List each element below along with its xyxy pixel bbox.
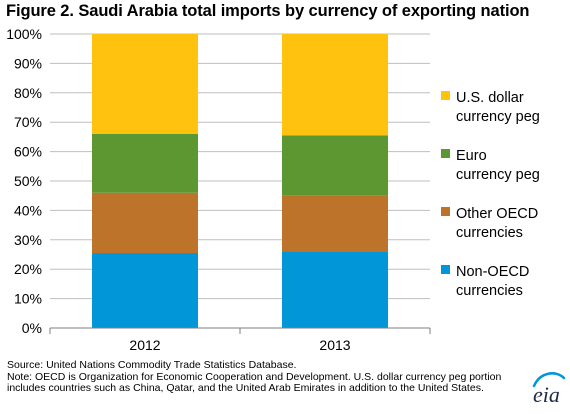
- legend-swatch: [441, 207, 450, 216]
- bars: [92, 34, 388, 328]
- legend-label: Non-OECD: [456, 264, 529, 280]
- x-tick-label: 2012: [129, 337, 160, 353]
- legend-label: Other OECD: [456, 206, 538, 222]
- legend-swatch: [441, 149, 450, 158]
- y-tick-label: 90%: [14, 55, 42, 71]
- bar-2013-series-3: [282, 34, 388, 136]
- y-tick-label: 100%: [6, 26, 42, 42]
- y-tick-label: 80%: [14, 85, 42, 101]
- legend-label: currencies: [456, 225, 523, 241]
- y-tick-label: 30%: [14, 232, 42, 248]
- bar-2013-series-2: [282, 135, 388, 196]
- y-axis-tick-labels: 0% 10% 20% 30% 40% 50% 60% 70% 80% 90% 100%: [6, 26, 42, 336]
- bar-2012-series-3: [92, 34, 198, 134]
- logo-arc-icon: [532, 372, 566, 388]
- legend-label: currency peg: [456, 167, 540, 183]
- logo-text: eia: [533, 382, 560, 407]
- y-tick-label: 10%: [14, 291, 42, 307]
- legend-label: currencies: [456, 283, 523, 299]
- bar-2012-series-0: [92, 253, 198, 328]
- bar-2012-series-1: [92, 192, 198, 254]
- x-tick-label: 2013: [319, 337, 350, 353]
- legend-swatch: [441, 91, 450, 100]
- source-line: Source: United Nations Commodity Trade S…: [7, 359, 297, 371]
- bar-2013-series-1: [282, 195, 388, 252]
- y-tick-label: 20%: [14, 261, 42, 277]
- y-tick-label: 70%: [14, 114, 42, 130]
- source-notes: Source: United Nations Commodity Trade S…: [7, 359, 527, 395]
- legend: U.S. dollar currency peg Euro currency peg O…: [441, 90, 540, 299]
- y-tick-label: 50%: [14, 173, 42, 189]
- note-line: Note: OECD is Organization for Economic …: [7, 370, 502, 395]
- legend-swatch: [441, 265, 450, 274]
- eia-logo: eia: [532, 372, 566, 407]
- legend-label: currency peg: [456, 109, 540, 125]
- y-tick-label: 60%: [14, 144, 42, 160]
- x-axis: 2012 2013: [49, 327, 431, 353]
- y-tick-label: 40%: [14, 202, 42, 218]
- legend-label: Euro: [456, 148, 487, 164]
- legend-label: U.S. dollar: [456, 90, 524, 106]
- bar-2012-series-2: [92, 133, 198, 193]
- bar-2013-series-0: [282, 251, 388, 328]
- chart-title: Figure 2. Saudi Arabia total imports by …: [6, 2, 530, 20]
- y-tick-label: 0%: [22, 320, 42, 336]
